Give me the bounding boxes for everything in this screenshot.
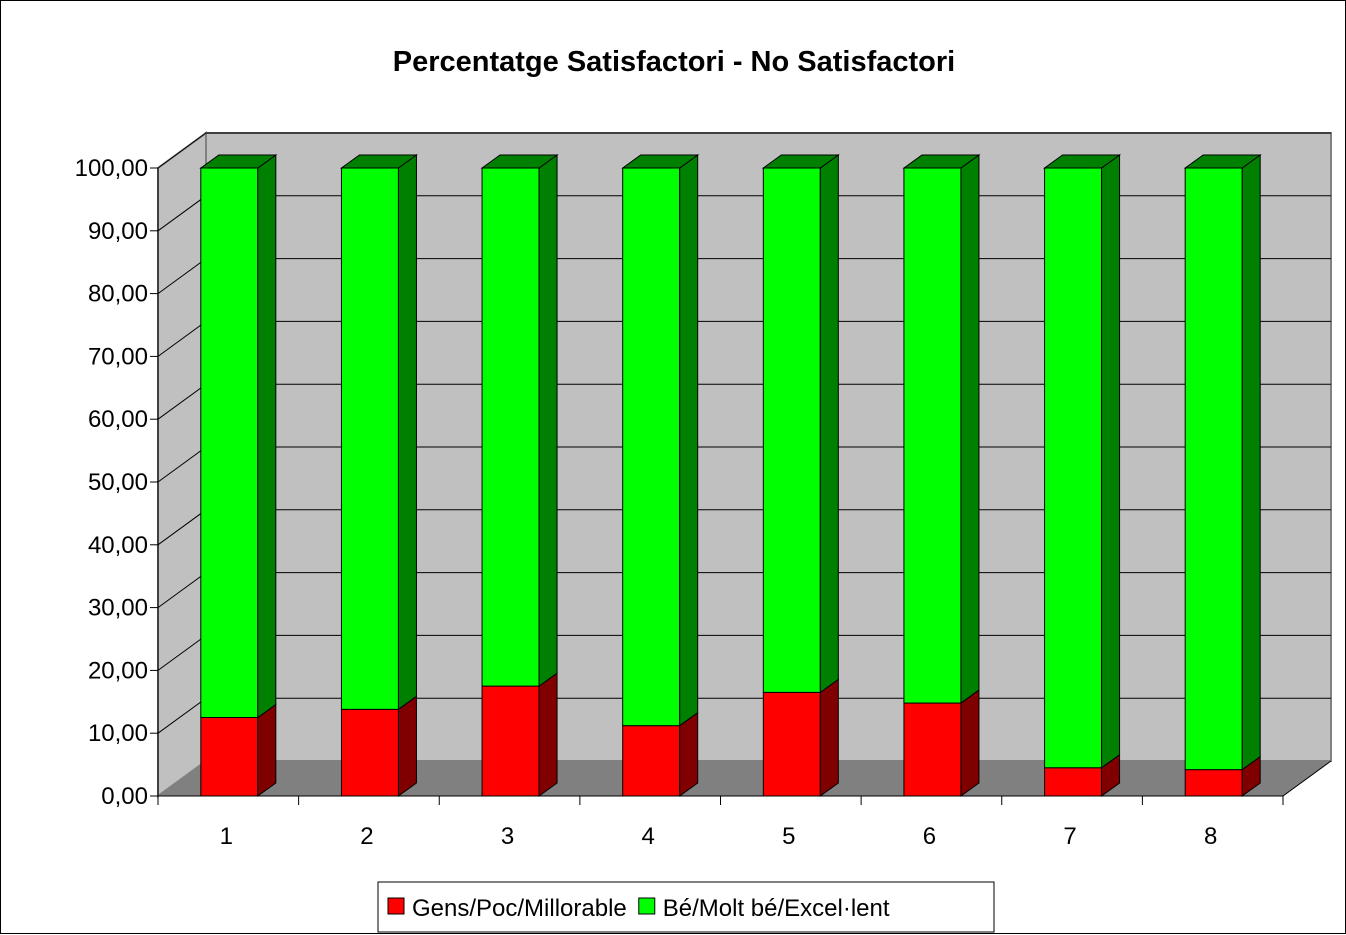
x-tick-label: 7 xyxy=(1063,823,1076,850)
bar-low-2 xyxy=(340,708,399,797)
x-tick-label: 3 xyxy=(501,823,514,850)
x-tick-label: 6 xyxy=(923,823,936,850)
bar-high-8 xyxy=(1184,167,1243,771)
x-tick-label: 4 xyxy=(642,823,655,850)
chart-title: Percentatge Satisfactori - No Satisfacto… xyxy=(393,46,955,78)
plot-area: 0,00 10,00 20,00 30,00 40,00 50,00 60,00 70,00 8… xyxy=(75,131,1332,850)
bar-low-3 xyxy=(481,685,540,797)
y-tick-label: 80,00 xyxy=(88,281,148,308)
y-tick-label: 10,00 xyxy=(88,720,148,747)
bar-top-2 xyxy=(339,154,418,169)
legend-entry: Bé/Molt bé/Excel·lent xyxy=(663,895,890,922)
y-tick-label: 60,00 xyxy=(88,406,148,433)
bar-low-6 xyxy=(903,702,962,797)
bar-top-5 xyxy=(761,154,840,169)
bar-low-8 xyxy=(1184,769,1243,797)
bar-side-low-2 xyxy=(397,695,417,797)
bar-low-1 xyxy=(200,717,259,797)
bar-low-4 xyxy=(622,725,681,797)
floor xyxy=(158,761,1331,796)
x-tick-label: 1 xyxy=(220,823,233,850)
bar-high-7 xyxy=(1044,167,1103,769)
bar-side-low-4 xyxy=(679,711,699,797)
bar-side-high-6 xyxy=(960,154,980,705)
legend-swatch xyxy=(638,897,656,915)
bar-side-high-5 xyxy=(819,154,839,694)
legend-swatch xyxy=(387,897,405,915)
y-tick-label: 70,00 xyxy=(88,343,148,370)
legend-box xyxy=(377,881,995,933)
bar-side-low-1 xyxy=(257,703,277,797)
bar-side-high-8 xyxy=(1241,154,1261,771)
bar-side-low-3 xyxy=(538,672,558,797)
bar-side-high-3 xyxy=(538,154,558,688)
x-tick-label: 2 xyxy=(360,823,373,850)
bar-top-6 xyxy=(902,154,981,169)
x-tick-label: 5 xyxy=(782,823,795,850)
bar-high-3 xyxy=(481,167,540,687)
y-tick-label: 0,00 xyxy=(101,783,148,810)
bar-side-high-4 xyxy=(679,154,699,727)
bar-top-7 xyxy=(1043,154,1122,169)
bar-high-5 xyxy=(762,167,821,693)
bar-side-high-7 xyxy=(1101,154,1121,769)
bar-high-4 xyxy=(622,167,681,727)
bar-top-3 xyxy=(480,154,559,169)
bar-low-7 xyxy=(1044,767,1103,797)
legend-entry: Gens/Poc/Millorable xyxy=(412,895,627,922)
y-tick-label: 20,00 xyxy=(88,657,148,684)
y-tick-label: 90,00 xyxy=(88,218,148,245)
bar-high-1 xyxy=(200,167,259,718)
bar-top-4 xyxy=(621,154,700,169)
legend: Gens/Poc/Millorable Bé/Molt bé/Excel·lent xyxy=(377,881,995,933)
y-tick-label: 50,00 xyxy=(88,469,148,496)
bar-top-8 xyxy=(1183,154,1262,169)
bar-high-2 xyxy=(340,167,399,710)
bar-side-high-1 xyxy=(257,154,277,719)
bar-high-6 xyxy=(903,167,962,704)
bar-low-5 xyxy=(762,691,821,797)
bar-side-low-6 xyxy=(960,689,980,797)
y-tick-label: 40,00 xyxy=(88,532,148,559)
bar-side-high-2 xyxy=(397,154,417,711)
bar-side-low-5 xyxy=(819,678,839,797)
x-tick-label: 8 xyxy=(1204,823,1217,850)
y-tick-label: 100,00 xyxy=(75,155,148,182)
y-tick-label: 30,00 xyxy=(88,595,148,622)
gridline xyxy=(157,132,1331,169)
bar-top-1 xyxy=(199,154,278,169)
